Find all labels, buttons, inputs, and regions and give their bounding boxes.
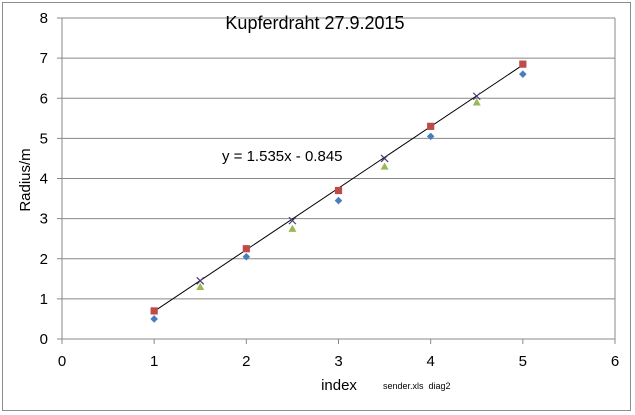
data-point-x-2: [288, 216, 297, 225]
y-axis-title: Radius/m: [17, 148, 34, 211]
x-axis-title: index: [321, 377, 357, 394]
x-tick-label-5: 5: [519, 353, 527, 370]
x-tick-label-3: 3: [334, 353, 342, 370]
data-point-diamond-5: [519, 70, 527, 78]
data-point-triangle-1: [196, 282, 205, 291]
y-tick-label-5: 5: [40, 130, 48, 147]
source-note: sender.xls diag2: [383, 381, 451, 391]
labels-layer: 0 1 2 3 4 5 6 7 8 0 1 2 3 4 5 6: [40, 10, 620, 370]
y-tick-label-6: 6: [40, 90, 48, 107]
x-tick-label-0: 0: [58, 353, 66, 370]
data-point-square-4: [427, 122, 435, 130]
axis-layer: [57, 17, 616, 344]
x-tick-label-4: 4: [426, 353, 434, 370]
data-point-triangle-4: [472, 98, 481, 106]
data-point-x-4-stroke-b: [472, 92, 481, 101]
data-point-x-3-stroke-b: [380, 154, 389, 163]
data-point-square-5: [519, 60, 527, 68]
y-tick-label-7: 7: [40, 50, 48, 67]
y-tick-label-1: 1: [40, 291, 48, 308]
y-tick-label-0: 0: [40, 331, 48, 348]
data-point-diamond-1: [150, 315, 158, 323]
data-point-triangle-3: [380, 162, 389, 170]
x-tick-label-2: 2: [242, 353, 250, 370]
data-point-x-4: [472, 92, 481, 101]
chart-title: Kupferdraht 27.9.2015: [225, 13, 404, 33]
x-tick-label-6: 6: [611, 353, 619, 370]
grid-layer: [62, 17, 615, 300]
data-point-square-1: [150, 307, 158, 315]
data-point-x-3: [380, 154, 389, 163]
x-tick-label-1: 1: [150, 353, 158, 370]
y-tick-label-8: 8: [40, 10, 48, 27]
y-tick-label-4: 4: [40, 171, 48, 188]
data-point-x-1: [196, 276, 205, 285]
chart-frame: [2, 2, 631, 411]
data-point-diamond-2: [242, 252, 251, 261]
y-tick-label-2: 2: [40, 251, 48, 268]
data-point-square-2: [242, 245, 250, 253]
data-point-diamond-3: [334, 196, 343, 205]
data-point-diamond-4: [426, 132, 435, 141]
data-point-square-3: [334, 186, 343, 195]
data-point-x-2-stroke-b: [288, 216, 297, 225]
data-point-triangle-2: [288, 224, 297, 232]
trendline-equation: y = 1.535x - 0.845: [222, 148, 343, 165]
marks-layer: [150, 60, 527, 323]
data-point-x-1-stroke-b: [196, 276, 205, 285]
y-tick-label-3: 3: [40, 211, 48, 228]
